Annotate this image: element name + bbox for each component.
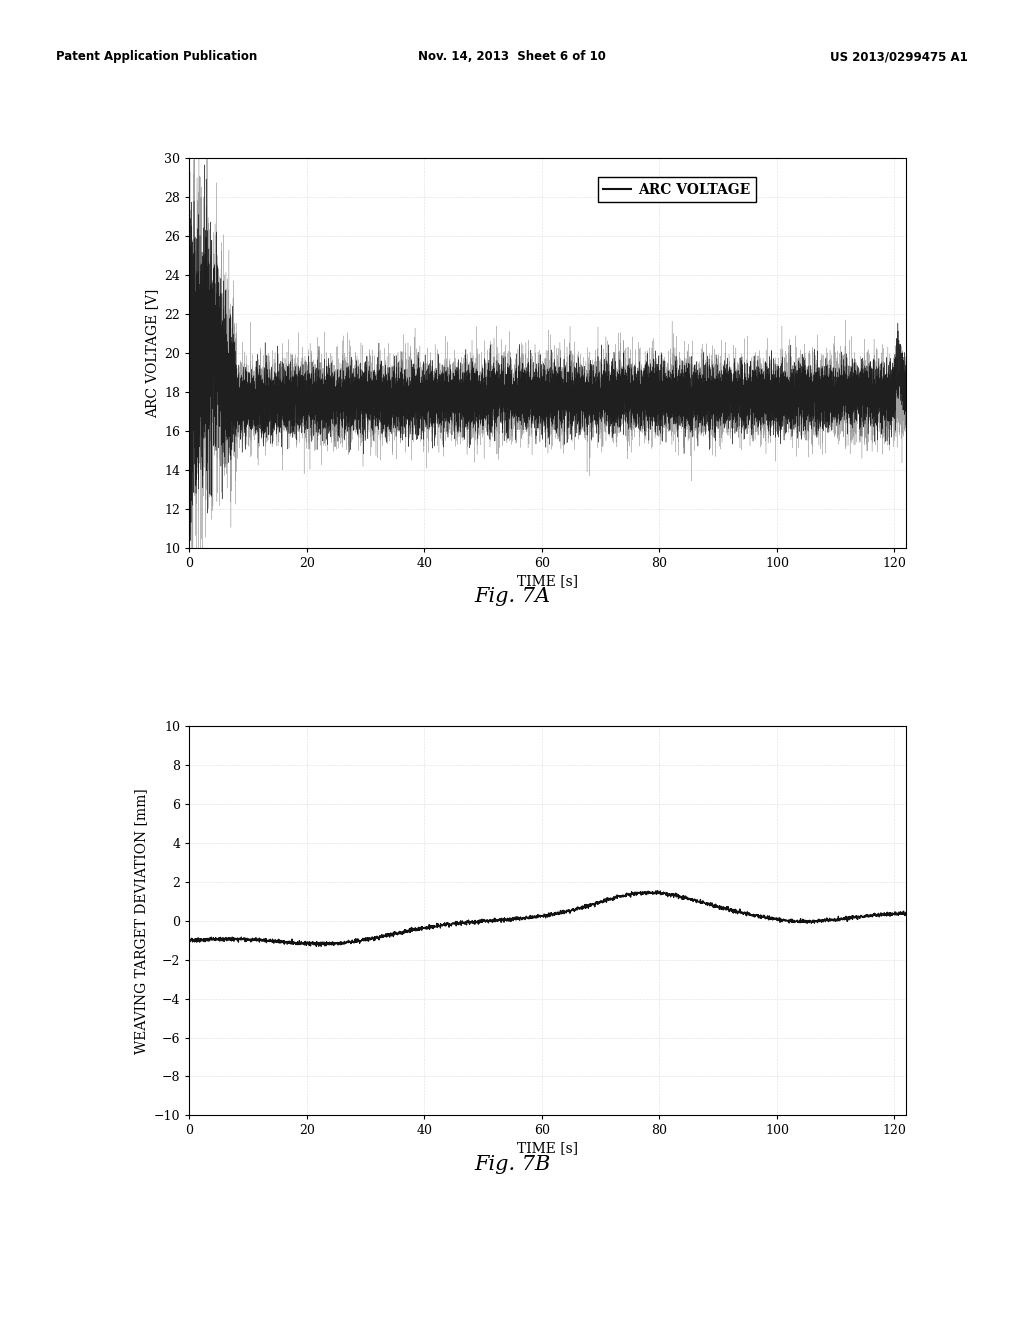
Y-axis label: ARC VOLTAGE [V]: ARC VOLTAGE [V]: [144, 288, 159, 418]
Y-axis label: WEAVING TARGET DEVIATION [mm]: WEAVING TARGET DEVIATION [mm]: [134, 788, 148, 1053]
X-axis label: TIME [s]: TIME [s]: [517, 574, 579, 587]
Legend: ARC VOLTAGE: ARC VOLTAGE: [598, 177, 756, 202]
Text: Fig. 7A: Fig. 7A: [474, 587, 550, 606]
Text: US 2013/0299475 A1: US 2013/0299475 A1: [829, 50, 968, 63]
Text: Patent Application Publication: Patent Application Publication: [56, 50, 258, 63]
Text: Nov. 14, 2013  Sheet 6 of 10: Nov. 14, 2013 Sheet 6 of 10: [418, 50, 606, 63]
Text: Fig. 7B: Fig. 7B: [474, 1155, 550, 1173]
X-axis label: TIME [s]: TIME [s]: [517, 1142, 579, 1155]
